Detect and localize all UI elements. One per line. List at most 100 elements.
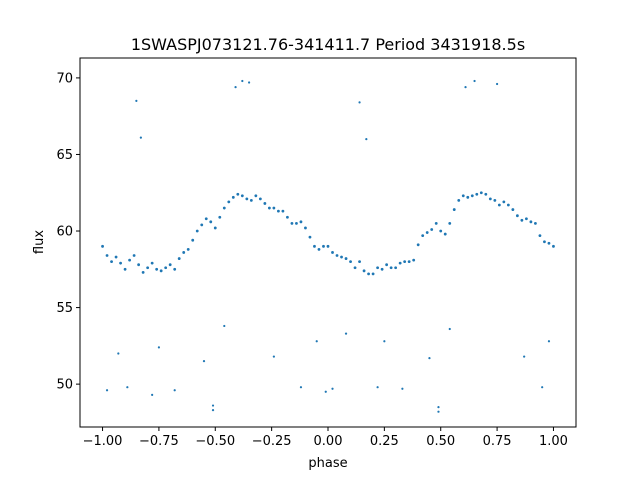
outlier-point	[365, 138, 368, 141]
data-point	[331, 251, 334, 254]
data-point	[313, 244, 316, 248]
data-point	[543, 240, 546, 244]
outlier-point	[376, 386, 379, 389]
data-point	[367, 272, 370, 276]
data-point	[349, 260, 352, 264]
y-tick-label: 55	[56, 301, 73, 316]
outlier-point	[272, 355, 275, 358]
data-point	[358, 260, 361, 264]
outlier-point	[541, 386, 544, 389]
data-point	[164, 266, 168, 270]
data-point	[240, 194, 244, 198]
outlier-point	[401, 387, 404, 390]
outlier-point	[315, 340, 318, 343]
data-point	[267, 206, 271, 210]
outlier-point	[547, 340, 551, 343]
data-point	[398, 261, 402, 265]
data-point	[511, 208, 515, 211]
data-point	[222, 206, 226, 210]
x-tick-label: 0.50	[426, 434, 455, 449]
data-point	[344, 257, 348, 260]
data-point	[132, 254, 136, 257]
data-point	[200, 223, 204, 227]
x-tick-label: 0.25	[370, 434, 399, 449]
data-point	[452, 208, 456, 211]
data-point	[448, 221, 452, 225]
chart-title: 1SWASPJ073121.76-341411.7 Period 3431918…	[131, 35, 525, 54]
x-tick-label: −1.00	[83, 434, 123, 449]
data-point	[479, 191, 483, 195]
data-point	[340, 255, 343, 259]
data-point	[254, 194, 258, 198]
data-point	[529, 220, 533, 224]
y-axis: 50 55 60 65 70	[56, 71, 80, 393]
data-point	[173, 267, 177, 271]
plot-frame	[79, 57, 577, 428]
y-tick-label: 60	[56, 225, 73, 240]
outlier-point	[473, 79, 476, 83]
data-point	[362, 269, 366, 273]
x-tick-label: −0.25	[252, 434, 292, 449]
data-point	[182, 251, 186, 254]
outlier-point	[247, 81, 251, 84]
outlier-point	[437, 406, 440, 409]
data-point	[218, 215, 222, 219]
data-point	[141, 270, 145, 274]
data-point	[204, 217, 208, 221]
outlier-point	[383, 340, 386, 343]
outlier-point	[523, 355, 526, 358]
data-point	[506, 203, 510, 207]
data-point	[470, 194, 474, 198]
data-point	[317, 247, 321, 251]
data-point	[434, 221, 438, 225]
data-point	[110, 260, 113, 264]
outlier-point	[358, 101, 361, 104]
data-point	[380, 267, 384, 271]
data-point	[119, 261, 122, 265]
outlier-point	[448, 327, 451, 331]
x-tick-label: −0.75	[139, 434, 179, 449]
data-point	[308, 235, 312, 239]
outlier-point	[151, 393, 154, 396]
outlier-point	[495, 82, 499, 86]
outlier-point	[234, 85, 237, 89]
data-point	[488, 197, 492, 201]
data-point	[475, 192, 479, 196]
data-point	[371, 272, 375, 276]
x-axis: −1.00 −0.75 −0.50 −0.25 0.00 0.25 0.50 0.75 1.00	[83, 427, 568, 449]
data-point	[209, 220, 213, 224]
x-tick-label: 0.75	[483, 434, 512, 449]
data-point	[258, 197, 262, 201]
data-point	[299, 220, 303, 224]
outlier-point	[173, 389, 176, 392]
y-tick-label: 50	[56, 378, 73, 393]
data-point	[245, 197, 249, 201]
data-point	[105, 254, 109, 257]
outlier-point	[241, 79, 244, 83]
data-point	[443, 232, 447, 236]
data-point	[277, 209, 280, 213]
data-point	[353, 266, 357, 270]
scatter-marks	[101, 79, 555, 413]
data-point	[407, 260, 411, 264]
data-point	[146, 266, 150, 270]
data-point	[439, 229, 443, 233]
outlier-point	[299, 386, 303, 389]
outlier-point	[211, 409, 215, 412]
data-point	[155, 267, 159, 271]
outlier-point	[135, 99, 138, 102]
data-point	[461, 194, 465, 198]
data-point	[502, 200, 506, 204]
data-point	[403, 260, 407, 264]
data-point	[249, 198, 253, 202]
data-point	[326, 244, 330, 248]
data-point	[412, 258, 416, 262]
data-point	[150, 261, 154, 265]
x-tick-label: 1.00	[539, 434, 568, 449]
data-point	[552, 244, 555, 248]
data-point	[123, 267, 127, 271]
data-point	[520, 218, 524, 222]
data-point	[191, 238, 195, 242]
data-point	[290, 221, 294, 225]
data-point	[515, 214, 519, 218]
